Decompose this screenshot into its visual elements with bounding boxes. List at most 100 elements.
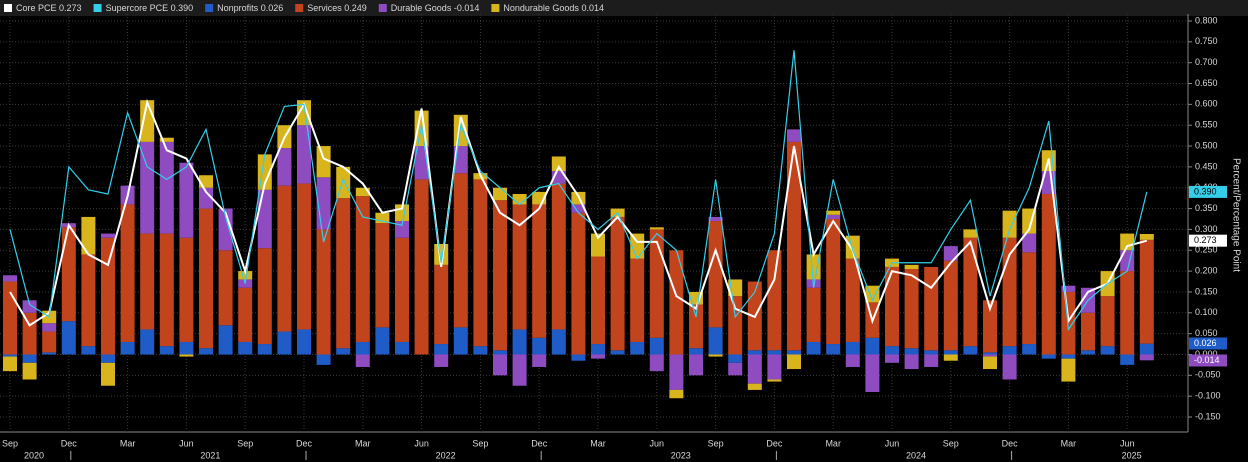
bar-segment	[669, 354, 684, 390]
bar-segment	[845, 258, 860, 342]
bar-segment	[1100, 346, 1115, 355]
value-box-label: 0.273	[1194, 235, 1217, 245]
x-tick-label: Dec	[296, 438, 313, 448]
bar-segment	[1100, 296, 1115, 347]
bar-segment	[826, 219, 841, 345]
bar-segment	[257, 248, 272, 345]
bar-segment	[512, 354, 527, 386]
x-tick-label: Sep	[237, 438, 253, 448]
bar-segment	[571, 204, 586, 213]
bar-segment	[865, 337, 880, 355]
bar-segment	[963, 346, 978, 355]
legend-entry: Services 0.249	[307, 3, 367, 13]
bar-segment	[297, 100, 311, 126]
bar-segment	[826, 214, 841, 219]
bar-segment	[1139, 234, 1154, 240]
bar-segment	[238, 271, 253, 280]
bar-segment	[199, 175, 213, 188]
x-tick-label: Jun	[1120, 438, 1135, 448]
y-tick-label: 0.450	[1195, 161, 1218, 171]
bar-segment	[1041, 193, 1056, 355]
bar-segment	[179, 162, 194, 238]
y-tick-label: 0.150	[1195, 286, 1218, 296]
bar-segment	[101, 362, 115, 386]
bar-segment	[551, 183, 566, 330]
bar-segment	[434, 264, 449, 345]
bar-segment	[983, 356, 997, 370]
bar-segment	[512, 193, 527, 205]
legend-value: 0.014	[581, 3, 604, 13]
bar-segment	[101, 233, 115, 238]
x-tick-label: Jun	[414, 438, 429, 448]
bar-segment	[787, 350, 801, 355]
legend-value: 0.026	[261, 3, 284, 13]
bar-segment	[473, 346, 488, 355]
bar-segment	[120, 204, 135, 342]
x-tick-label: Mar	[355, 438, 371, 448]
bar-segment	[610, 350, 625, 355]
bar-segment	[924, 350, 939, 355]
bar-segment	[22, 312, 37, 355]
y-axis-title: Percent/Percentage Point	[1230, 158, 1241, 272]
legend-entry: Nondurable Goods 0.014	[503, 3, 604, 13]
bar-segment	[571, 212, 586, 355]
bar-segment	[924, 354, 939, 367]
legend-swatch	[295, 4, 304, 12]
bar-segment	[3, 275, 17, 282]
bar-segment	[101, 237, 115, 355]
bar-segment	[591, 344, 605, 355]
bar-segment	[943, 354, 958, 361]
bar-segment	[257, 189, 272, 249]
bar-segment	[1120, 354, 1135, 365]
x-tick-label: Sep	[708, 438, 724, 448]
y-tick-label: 0.700	[1195, 57, 1218, 67]
bar-segment	[355, 187, 370, 197]
bar-segment	[22, 354, 37, 363]
legend-value: 0.249	[344, 3, 367, 13]
bar-segment	[708, 354, 723, 357]
bar-segment	[1022, 344, 1037, 355]
y-tick-label: 0.100	[1195, 307, 1218, 317]
bar-segment	[1002, 210, 1017, 238]
bar-segment	[512, 204, 527, 330]
bar-segment	[532, 204, 547, 338]
bar-segment	[395, 237, 409, 342]
x-tick-label: Jun	[885, 438, 900, 448]
y-tick-label: 0.650	[1195, 78, 1218, 88]
bar-segment	[140, 141, 155, 234]
bar-segment	[120, 341, 135, 355]
x-tick-label: Dec	[61, 438, 78, 448]
bar-segment	[806, 254, 821, 280]
bar-segment	[81, 254, 96, 347]
bar-segment	[512, 329, 527, 355]
bar-segment	[669, 250, 684, 355]
bar-segment	[767, 350, 782, 355]
bar-segment	[669, 389, 684, 399]
bar-segment	[1139, 354, 1154, 361]
legend-value: -0.014	[454, 3, 480, 13]
bar-segment	[1139, 239, 1154, 344]
bar-segment	[414, 146, 429, 180]
y-tick-label: 0.000	[1195, 349, 1218, 359]
bar-segment	[845, 235, 860, 259]
bar-segment	[551, 156, 566, 172]
legend-name: Core PCE	[16, 3, 57, 13]
y-tick-label: 0.050	[1195, 328, 1218, 338]
bar-segment	[297, 329, 311, 355]
bar-segment	[434, 354, 449, 367]
x-year-label: 2024	[906, 450, 926, 460]
bar-segment	[159, 141, 174, 234]
legend-value: 0.390	[171, 3, 194, 13]
legend-swatch	[491, 4, 500, 12]
y-tick-label: 0.500	[1195, 140, 1218, 150]
legend-bar	[0, 0, 1248, 16]
bar-segment	[845, 354, 860, 367]
bar-segment	[551, 329, 566, 355]
x-tick-label: Jun	[179, 438, 194, 448]
bar-segment	[983, 300, 997, 353]
x-year-label: 2020	[24, 450, 44, 460]
x-year-label: 2022	[436, 450, 456, 460]
bar-segment	[81, 216, 96, 255]
bar-segment	[355, 354, 370, 367]
bar-segment	[728, 354, 743, 363]
